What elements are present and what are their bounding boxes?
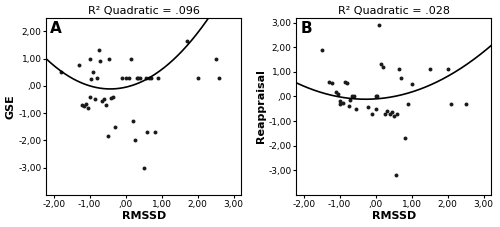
Point bbox=[142, 76, 150, 79]
Point bbox=[444, 68, 452, 71]
Point bbox=[386, 112, 394, 116]
Point bbox=[341, 80, 349, 84]
Point bbox=[350, 95, 358, 98]
Point bbox=[84, 106, 92, 109]
Point bbox=[78, 103, 86, 107]
Point bbox=[93, 76, 101, 79]
Point bbox=[404, 102, 412, 106]
Text: A: A bbox=[50, 21, 62, 36]
X-axis label: RMSSD: RMSSD bbox=[372, 211, 416, 222]
Point bbox=[394, 112, 402, 116]
Point bbox=[344, 104, 352, 108]
Y-axis label: GSE: GSE bbox=[6, 94, 16, 119]
Point bbox=[122, 76, 130, 79]
Point bbox=[392, 173, 400, 177]
Point bbox=[390, 114, 398, 118]
Point bbox=[98, 99, 106, 103]
Point bbox=[376, 23, 384, 27]
Point bbox=[372, 107, 380, 111]
Point bbox=[126, 76, 134, 79]
Point bbox=[86, 57, 94, 60]
Point bbox=[140, 166, 147, 169]
Point bbox=[379, 65, 387, 69]
Point bbox=[400, 136, 408, 140]
Point bbox=[364, 106, 372, 109]
Point bbox=[194, 76, 202, 79]
Point bbox=[318, 48, 326, 52]
Point bbox=[462, 102, 470, 106]
Title: R² Quadratic = .096: R² Quadratic = .096 bbox=[88, 5, 200, 16]
Point bbox=[106, 57, 114, 60]
Point bbox=[336, 99, 344, 103]
Point bbox=[111, 125, 119, 128]
Point bbox=[372, 95, 380, 98]
Point bbox=[127, 57, 135, 60]
Point bbox=[75, 64, 83, 67]
Point bbox=[448, 102, 456, 106]
Point bbox=[388, 111, 396, 114]
Point bbox=[147, 76, 155, 79]
Point bbox=[94, 49, 102, 52]
Point bbox=[374, 95, 382, 98]
Point bbox=[88, 77, 96, 81]
Point bbox=[397, 76, 405, 80]
Point bbox=[104, 134, 112, 138]
Point bbox=[395, 68, 403, 71]
Point bbox=[145, 76, 153, 79]
Point bbox=[408, 82, 416, 86]
Point bbox=[102, 103, 110, 107]
Point bbox=[129, 119, 137, 123]
Point bbox=[332, 90, 340, 93]
Point bbox=[130, 138, 138, 142]
Point bbox=[325, 80, 333, 84]
Point bbox=[336, 102, 344, 106]
Point bbox=[352, 107, 360, 111]
Point bbox=[144, 130, 152, 134]
Point bbox=[80, 104, 88, 108]
Point bbox=[382, 109, 390, 113]
Point bbox=[183, 39, 191, 43]
Point bbox=[109, 95, 117, 99]
Point bbox=[368, 112, 376, 116]
Text: B: B bbox=[300, 21, 312, 36]
Point bbox=[154, 76, 162, 79]
Point bbox=[380, 112, 388, 116]
Point bbox=[118, 76, 126, 79]
Point bbox=[346, 98, 354, 102]
Point bbox=[82, 102, 90, 105]
Point bbox=[86, 95, 94, 99]
Point bbox=[348, 95, 356, 98]
Point bbox=[328, 81, 336, 85]
Point bbox=[134, 76, 142, 79]
Title: R² Quadratic = .028: R² Quadratic = .028 bbox=[338, 5, 450, 16]
X-axis label: RMSSD: RMSSD bbox=[122, 211, 166, 222]
Point bbox=[108, 96, 116, 100]
Point bbox=[212, 57, 220, 60]
Point bbox=[340, 101, 347, 104]
Point bbox=[100, 98, 108, 101]
Point bbox=[426, 68, 434, 71]
Point bbox=[136, 76, 144, 79]
Point bbox=[343, 81, 351, 85]
Point bbox=[334, 92, 342, 96]
Point bbox=[91, 98, 99, 101]
Point bbox=[90, 70, 98, 74]
Y-axis label: Reappraisal: Reappraisal bbox=[256, 69, 266, 143]
Point bbox=[57, 70, 65, 74]
Point bbox=[132, 76, 140, 79]
Point bbox=[216, 76, 224, 79]
Point bbox=[96, 59, 104, 63]
Point bbox=[377, 63, 385, 66]
Point bbox=[150, 130, 158, 134]
